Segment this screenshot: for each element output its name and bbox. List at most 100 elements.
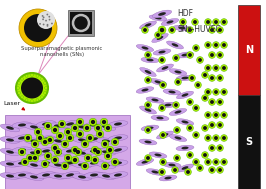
- Ellipse shape: [143, 28, 147, 32]
- Ellipse shape: [16, 87, 19, 89]
- Ellipse shape: [173, 25, 191, 31]
- Ellipse shape: [24, 138, 44, 144]
- Ellipse shape: [196, 83, 200, 87]
- Ellipse shape: [60, 135, 80, 141]
- Text: HDF: HDF: [177, 9, 193, 19]
- Ellipse shape: [173, 168, 177, 172]
- Ellipse shape: [206, 160, 210, 164]
- Ellipse shape: [48, 138, 68, 144]
- Ellipse shape: [26, 154, 34, 162]
- Ellipse shape: [102, 120, 106, 124]
- Ellipse shape: [213, 65, 219, 71]
- Ellipse shape: [66, 173, 74, 177]
- Ellipse shape: [108, 146, 128, 154]
- Ellipse shape: [217, 75, 223, 81]
- Ellipse shape: [54, 148, 62, 156]
- Ellipse shape: [36, 148, 56, 154]
- Ellipse shape: [206, 20, 210, 24]
- Ellipse shape: [18, 123, 26, 126]
- Ellipse shape: [47, 14, 48, 15]
- Ellipse shape: [145, 127, 151, 133]
- Ellipse shape: [54, 151, 62, 155]
- Ellipse shape: [36, 136, 56, 142]
- Ellipse shape: [203, 96, 207, 100]
- Ellipse shape: [174, 136, 181, 140]
- Ellipse shape: [142, 46, 148, 50]
- Ellipse shape: [181, 147, 189, 149]
- Ellipse shape: [195, 82, 201, 88]
- Ellipse shape: [169, 69, 187, 75]
- Ellipse shape: [221, 159, 227, 165]
- Ellipse shape: [214, 90, 218, 94]
- Ellipse shape: [167, 20, 173, 24]
- Ellipse shape: [103, 142, 107, 146]
- Ellipse shape: [78, 163, 86, 167]
- Ellipse shape: [12, 135, 32, 141]
- Bar: [70, 12, 92, 34]
- Ellipse shape: [205, 19, 211, 25]
- Ellipse shape: [217, 167, 223, 173]
- Ellipse shape: [145, 155, 151, 161]
- Ellipse shape: [203, 73, 207, 77]
- Ellipse shape: [30, 151, 38, 155]
- Ellipse shape: [49, 19, 51, 21]
- Ellipse shape: [48, 138, 52, 142]
- Ellipse shape: [159, 169, 165, 175]
- Ellipse shape: [190, 76, 194, 80]
- Ellipse shape: [91, 146, 99, 154]
- Ellipse shape: [209, 145, 215, 151]
- Ellipse shape: [222, 136, 226, 140]
- Ellipse shape: [146, 127, 153, 129]
- Ellipse shape: [90, 137, 98, 141]
- Ellipse shape: [89, 118, 97, 126]
- Ellipse shape: [53, 146, 57, 150]
- Ellipse shape: [81, 140, 89, 148]
- Ellipse shape: [51, 23, 53, 24]
- Ellipse shape: [214, 160, 218, 164]
- Ellipse shape: [60, 171, 80, 179]
- Ellipse shape: [152, 33, 168, 43]
- Ellipse shape: [145, 102, 151, 108]
- Ellipse shape: [151, 98, 159, 101]
- Ellipse shape: [155, 153, 161, 156]
- Ellipse shape: [30, 125, 38, 129]
- Ellipse shape: [164, 177, 172, 179]
- Ellipse shape: [101, 162, 109, 170]
- Ellipse shape: [174, 56, 178, 60]
- Ellipse shape: [193, 132, 200, 138]
- Ellipse shape: [205, 159, 211, 165]
- Ellipse shape: [24, 174, 44, 180]
- Ellipse shape: [145, 108, 151, 112]
- Ellipse shape: [0, 148, 20, 156]
- Ellipse shape: [76, 118, 84, 126]
- Ellipse shape: [222, 20, 226, 24]
- Ellipse shape: [30, 163, 38, 167]
- Ellipse shape: [0, 161, 20, 167]
- Ellipse shape: [173, 102, 179, 108]
- Ellipse shape: [210, 123, 214, 127]
- Ellipse shape: [187, 52, 193, 58]
- Ellipse shape: [113, 160, 117, 164]
- Ellipse shape: [46, 154, 50, 158]
- Ellipse shape: [96, 126, 100, 130]
- Ellipse shape: [73, 148, 77, 152]
- Ellipse shape: [218, 168, 222, 172]
- Ellipse shape: [149, 15, 167, 21]
- Ellipse shape: [56, 132, 64, 140]
- Ellipse shape: [64, 128, 72, 136]
- Ellipse shape: [108, 121, 128, 127]
- Ellipse shape: [206, 66, 210, 70]
- Ellipse shape: [193, 105, 200, 111]
- Ellipse shape: [136, 44, 154, 51]
- Text: Superparamagnetic plasmonic
nanoshells (SNs): Superparamagnetic plasmonic nanoshells (…: [21, 46, 103, 57]
- Ellipse shape: [218, 28, 222, 32]
- Ellipse shape: [30, 139, 38, 143]
- Ellipse shape: [76, 150, 80, 154]
- Ellipse shape: [180, 19, 186, 25]
- Ellipse shape: [160, 28, 164, 32]
- Ellipse shape: [206, 43, 210, 47]
- Ellipse shape: [213, 112, 219, 118]
- Ellipse shape: [47, 24, 48, 26]
- Ellipse shape: [72, 149, 92, 156]
- Ellipse shape: [174, 155, 180, 161]
